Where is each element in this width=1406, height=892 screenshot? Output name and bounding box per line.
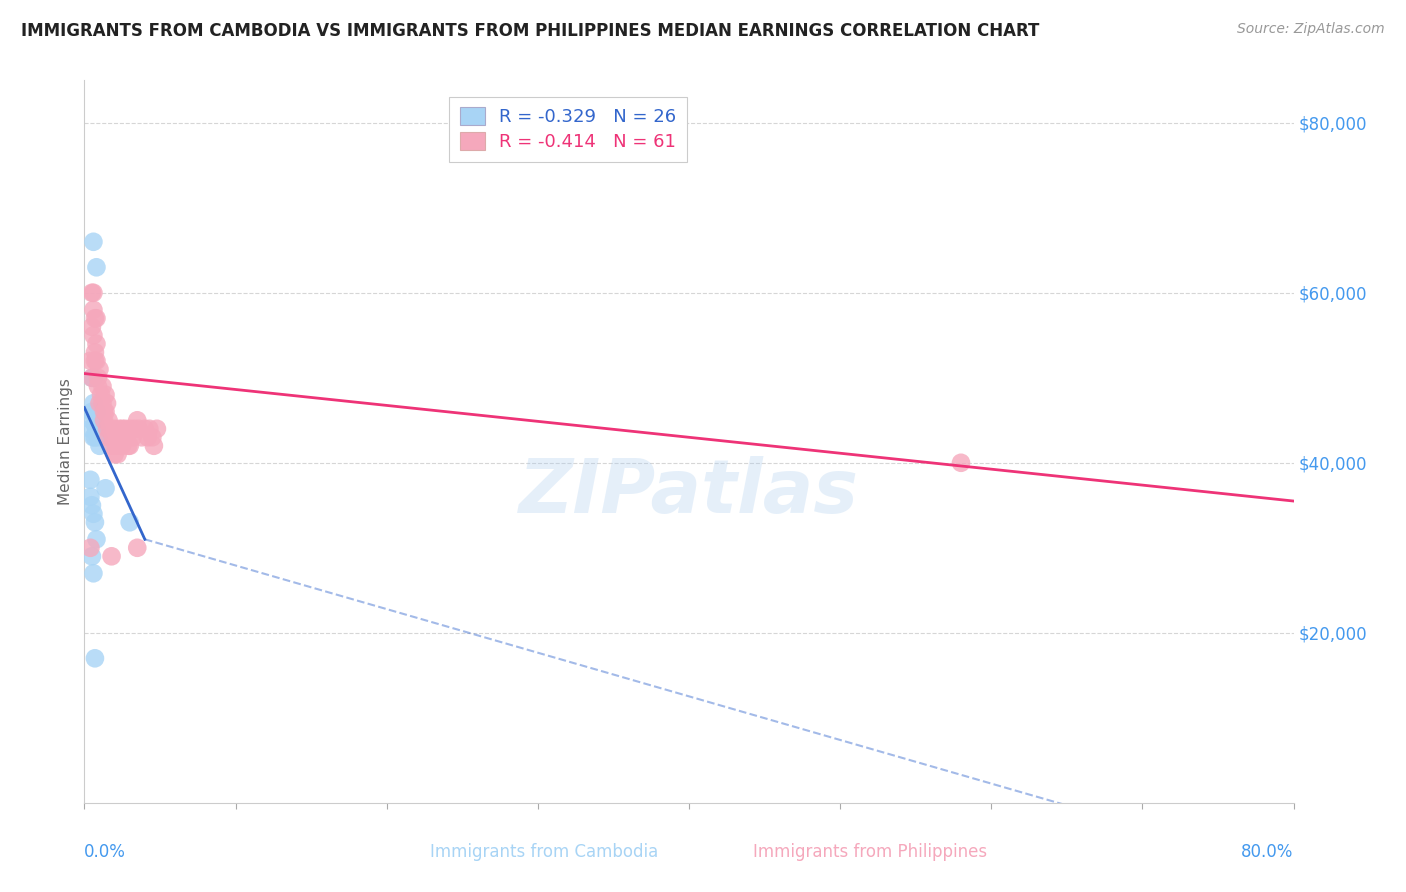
Point: [82, 235, 104, 249]
Point: [80, 405, 103, 419]
Point: [127, 541, 149, 555]
Point: [82, 328, 104, 343]
Point: [84, 345, 107, 359]
Point: [122, 422, 145, 436]
Point: [128, 422, 150, 436]
Text: 0.0%: 0.0%: [84, 843, 127, 861]
Point: [79, 490, 101, 504]
Point: [86, 533, 108, 547]
Point: [107, 430, 129, 444]
Point: [84, 417, 107, 432]
Point: [94, 388, 117, 402]
Y-axis label: Median Earnings: Median Earnings: [58, 378, 73, 505]
Point: [118, 439, 141, 453]
Point: [91, 379, 114, 393]
Point: [84, 516, 107, 530]
Point: [117, 439, 139, 453]
Point: [93, 405, 115, 419]
Point: [79, 353, 101, 368]
Legend: R = -0.329   N = 26, R = -0.414   N = 61: R = -0.329 N = 26, R = -0.414 N = 61: [449, 96, 688, 162]
Point: [104, 422, 127, 436]
Point: [87, 379, 110, 393]
Point: [950, 456, 973, 470]
Text: ZIPatlas: ZIPatlas: [519, 456, 859, 529]
Point: [110, 430, 132, 444]
Point: [115, 430, 138, 444]
Point: [80, 413, 103, 427]
Point: [87, 371, 110, 385]
Point: [86, 311, 108, 326]
Point: [91, 396, 114, 410]
Point: [89, 362, 111, 376]
Point: [84, 311, 107, 326]
Point: [97, 430, 120, 444]
Point: [121, 430, 143, 444]
Point: [80, 319, 103, 334]
Point: [80, 371, 103, 385]
Point: [84, 430, 107, 444]
Point: [131, 430, 153, 444]
Point: [84, 353, 107, 368]
Point: [86, 422, 108, 436]
Point: [96, 422, 118, 436]
Point: [141, 430, 163, 444]
Point: [89, 396, 111, 410]
Point: [127, 413, 149, 427]
Point: [90, 388, 112, 402]
Point: [87, 430, 110, 444]
Point: [97, 413, 120, 427]
Point: [82, 430, 104, 444]
Point: [96, 396, 118, 410]
Point: [146, 422, 169, 436]
Point: [82, 507, 104, 521]
Point: [86, 405, 108, 419]
Point: [118, 516, 141, 530]
Point: [82, 285, 104, 300]
Text: Source: ZipAtlas.com: Source: ZipAtlas.com: [1237, 22, 1385, 37]
Point: [136, 430, 159, 444]
Point: [142, 439, 165, 453]
Text: Immigrants from Philippines: Immigrants from Philippines: [754, 843, 987, 861]
Point: [86, 260, 108, 275]
Point: [82, 371, 104, 385]
Point: [111, 439, 134, 453]
Point: [114, 422, 136, 436]
Point: [80, 371, 103, 385]
Point: [84, 651, 107, 665]
Point: [79, 422, 101, 436]
Text: Immigrants from Cambodia: Immigrants from Cambodia: [430, 843, 658, 861]
Point: [105, 439, 128, 453]
Point: [134, 422, 156, 436]
Point: [89, 439, 111, 453]
Point: [107, 447, 129, 461]
Point: [80, 549, 103, 564]
Point: [104, 447, 127, 461]
Point: [138, 422, 160, 436]
Text: IMMIGRANTS FROM CAMBODIA VS IMMIGRANTS FROM PHILIPPINES MEDIAN EARNINGS CORRELAT: IMMIGRANTS FROM CAMBODIA VS IMMIGRANTS F…: [21, 22, 1039, 40]
Point: [82, 566, 104, 581]
Point: [100, 549, 122, 564]
Point: [79, 541, 101, 555]
Text: 80.0%: 80.0%: [1241, 843, 1294, 861]
Point: [82, 302, 104, 317]
Point: [112, 430, 135, 444]
Point: [80, 285, 103, 300]
Point: [100, 439, 122, 453]
Point: [94, 481, 117, 495]
Point: [79, 473, 101, 487]
Point: [86, 336, 108, 351]
Point: [118, 422, 141, 436]
Point: [80, 498, 103, 512]
Point: [82, 396, 104, 410]
Point: [108, 422, 131, 436]
Point: [111, 422, 134, 436]
Point: [94, 405, 117, 419]
Point: [86, 353, 108, 368]
Point: [101, 430, 124, 444]
Point: [98, 422, 121, 436]
Point: [93, 413, 115, 427]
